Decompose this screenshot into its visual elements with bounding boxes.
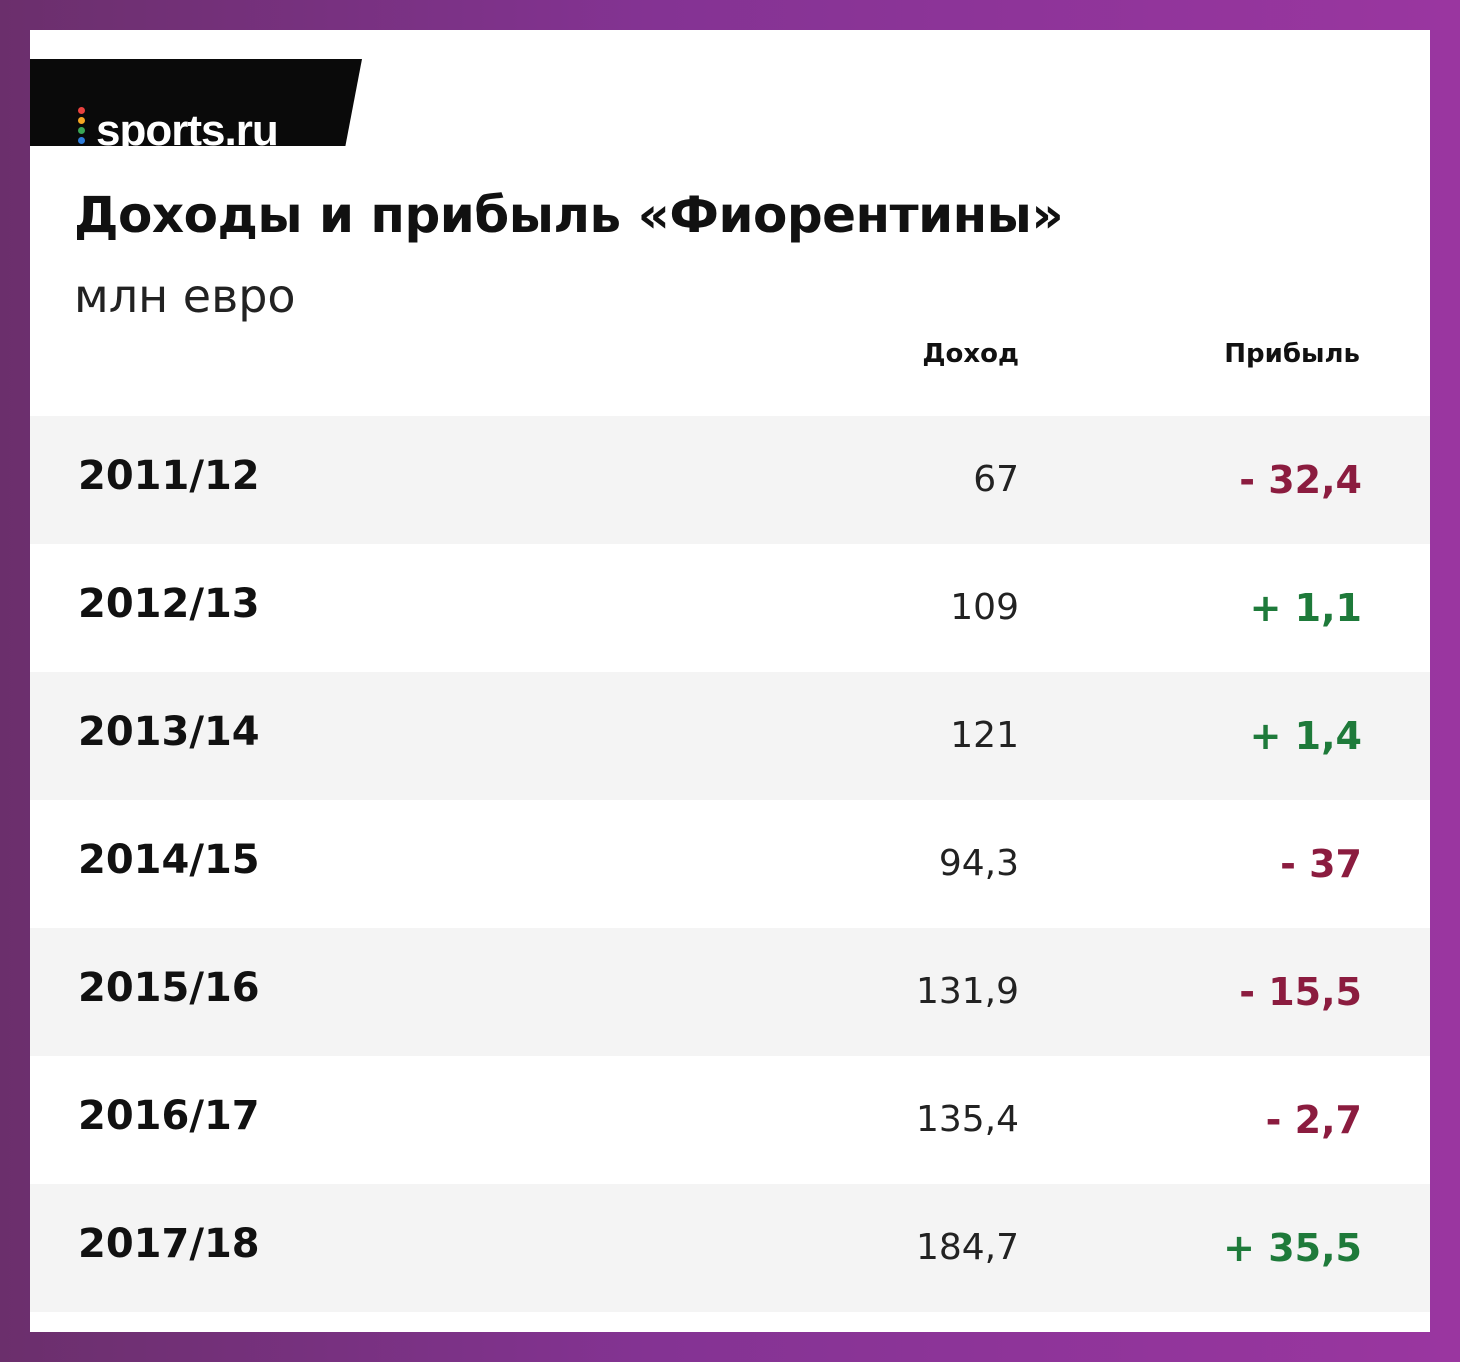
table-row: 2012/13 109 + 1,1 — [30, 544, 1430, 672]
income-value: 184,7 — [915, 1227, 1019, 1268]
table-row: 2017/18 184,7 + 35,5 — [30, 1184, 1430, 1312]
table-row: 2013/14 121 + 1,4 — [30, 672, 1430, 800]
table-row: 2016/17 135,4 - 2,7 — [30, 1056, 1430, 1184]
chart-subtitle: млн евро — [74, 269, 296, 323]
income-value: 94,3 — [938, 843, 1019, 884]
season-label: 2013/14 — [78, 709, 260, 755]
logo-dot-3 — [78, 137, 85, 144]
chart-title: Доходы и прибыль «Фиорентины» — [74, 186, 1064, 244]
infographic-card: sports.ru Доходы и прибыль «Фиорентины» … — [30, 30, 1430, 1332]
season-label: 2015/16 — [78, 965, 260, 1011]
column-header-profit: Прибыль — [1224, 339, 1360, 369]
data-table: 2011/12 67 - 32,4 2012/13 109 + 1,1 2013/14 121… — [30, 416, 1430, 1312]
column-header-income: Доход — [922, 339, 1019, 369]
season-label: 2011/12 — [78, 453, 260, 499]
table-row: 2014/15 94,3 - 37 — [30, 800, 1430, 928]
season-label: 2016/17 — [78, 1093, 260, 1139]
profit-value: - 15,5 — [1239, 970, 1362, 1014]
logo-dots-icon — [78, 107, 86, 154]
profit-value: - 37 — [1280, 842, 1362, 886]
profit-value: - 2,7 — [1265, 1098, 1362, 1142]
season-label: 2017/18 — [78, 1221, 260, 1267]
income-value: 135,4 — [915, 1099, 1019, 1140]
profit-value: + 1,4 — [1249, 714, 1362, 758]
income-value: 67 — [973, 459, 1019, 500]
season-label: 2012/13 — [78, 581, 260, 627]
income-value: 109 — [950, 587, 1019, 628]
logo-dot-0 — [78, 107, 85, 114]
season-label: 2014/15 — [78, 837, 260, 883]
table-row: 2011/12 67 - 32,4 — [30, 416, 1430, 544]
profit-value: + 35,5 — [1223, 1226, 1362, 1270]
brand-logo-bar: sports.ru — [30, 59, 362, 146]
profit-value: - 32,4 — [1239, 458, 1362, 502]
logo-dot-1 — [78, 117, 85, 124]
income-value: 131,9 — [915, 971, 1019, 1012]
table-row: 2015/16 131,9 - 15,5 — [30, 928, 1430, 1056]
profit-value: + 1,1 — [1249, 586, 1362, 630]
logo-dot-2 — [78, 127, 85, 134]
income-value: 121 — [950, 715, 1019, 756]
logo-dot-4 — [78, 147, 85, 154]
brand-logo-text: sports.ru — [96, 106, 279, 155]
